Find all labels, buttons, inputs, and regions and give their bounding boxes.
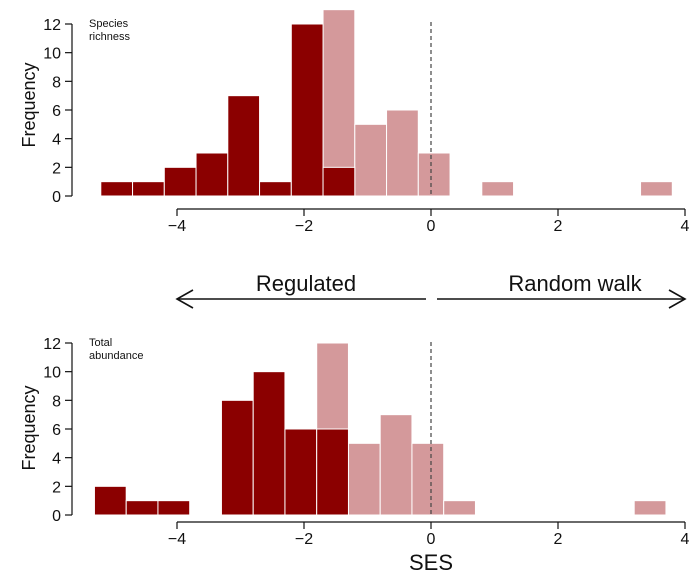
species-richness-x-tick-label-2: 0 [427, 218, 436, 235]
species-richness-light-bar-2 [386, 109, 419, 197]
total-abundance-dark-bar-3 [220, 399, 254, 516]
total-abundance-y-tick-label-5: 10 [43, 365, 61, 382]
total-abundance-x-tick-label-2: 0 [427, 531, 436, 548]
total-abundance-dark-bar-2 [157, 500, 191, 516]
total-abundance-x-tick-label-1: −2 [295, 531, 313, 548]
total-abundance-y-axis-title: Frequency [19, 385, 39, 470]
total-abundance-y-tick-label-2: 4 [52, 451, 61, 468]
total-abundance-x-tick-label-4: 4 [681, 531, 690, 548]
total-abundance-light-bar-4 [443, 500, 476, 516]
total-abundance-dark-bar-1 [125, 500, 159, 516]
total-abundance-y-axis: 0 2 4 6 8 10 12 [43, 336, 73, 525]
species-richness-x-tick-label-3: 2 [554, 218, 563, 235]
species-richness-light-bar-4 [481, 181, 515, 197]
total-abundance-x-axis: −4 −2 0 2 4 [168, 521, 690, 548]
total-abundance-dark-bar-0 [93, 485, 127, 516]
random-walk-arrow: Random walk [437, 271, 687, 309]
species-richness-y-axis-title: Frequency [19, 62, 39, 147]
regulated-label: Regulated [256, 271, 356, 296]
total-abundance-y-tick-label-6: 12 [43, 336, 61, 353]
species-richness-dark-bar-4 [227, 95, 261, 197]
total-abundance-light-bar-2 [379, 414, 413, 516]
species-richness-y-tick-label-2: 4 [52, 132, 61, 149]
total-abundance-bars [93, 342, 667, 516]
regulated-arrow: Regulated [175, 271, 426, 309]
total-abundance-light-bar-3 [411, 442, 445, 516]
species-richness-x-tick-label-4: 4 [681, 218, 690, 235]
total-abundance-panel: −4 −2 0 2 4 0 2 4 6 8 10 12 Frequency Total abunda… [19, 336, 690, 548]
species-richness-y-tick-label-5: 10 [43, 46, 61, 63]
total-abundance-y-tick-label-0: 0 [52, 508, 61, 525]
species-richness-dark-bar-1 [132, 181, 165, 197]
total-abundance-light-bar-1 [347, 442, 381, 516]
species-richness-x-tick-label-1: −2 [295, 218, 313, 235]
species-richness-x-tick-label-0: −4 [168, 218, 186, 235]
species-richness-dark-bar-7 [322, 166, 356, 197]
species-richness-dark-bar-3 [195, 152, 229, 197]
total-abundance-light-bar-5 [633, 500, 667, 516]
species-richness-light-bar-0 [322, 9, 356, 197]
species-richness-panel: −4 −2 0 2 4 0 2 4 6 8 10 12 Frequency Species rich… [19, 9, 690, 235]
random-walk-label: Random walk [508, 271, 642, 296]
total-abundance-dark-bar-4 [252, 371, 286, 516]
species-richness-panel-label-line1: Species [89, 18, 129, 30]
total-abundance-x-tick-label-3: 2 [554, 531, 563, 548]
total-abundance-y-tick-label-1: 2 [52, 479, 61, 496]
species-richness-x-axis: −4 −2 0 2 4 [168, 208, 690, 235]
species-richness-dark-bar-0 [100, 181, 134, 197]
species-richness-y-axis: 0 2 4 6 8 10 12 [43, 17, 73, 206]
species-richness-light-bar-3 [417, 152, 451, 197]
species-richness-dark-bar-6 [290, 23, 324, 197]
species-richness-y-tick-label-4: 8 [52, 74, 61, 91]
species-richness-dark-bar-5 [259, 181, 292, 197]
species-richness-bars [100, 9, 673, 197]
total-abundance-x-tick-label-0: −4 [168, 531, 186, 548]
species-richness-dark-bar-2 [163, 166, 197, 197]
species-richness-light-bar-5 [640, 181, 673, 197]
species-richness-light-bar-1 [354, 123, 388, 197]
total-abundance-y-tick-label-4: 8 [52, 393, 61, 410]
total-abundance-dark-bar-5 [284, 428, 318, 516]
x-axis-title-ses: SES [409, 550, 453, 575]
total-abundance-dark-bar-6 [316, 428, 349, 516]
total-abundance-panel-label-line1: Total [89, 337, 112, 349]
total-abundance-y-tick-label-3: 6 [52, 422, 61, 439]
species-richness-y-tick-label-3: 6 [52, 103, 61, 120]
species-richness-panel-label-line2: richness [89, 31, 130, 43]
total-abundance-panel-label-line2: abundance [89, 350, 143, 362]
species-richness-y-tick-label-0: 0 [52, 189, 61, 206]
species-richness-y-tick-label-6: 12 [43, 17, 61, 34]
species-richness-y-tick-label-1: 2 [52, 160, 61, 177]
